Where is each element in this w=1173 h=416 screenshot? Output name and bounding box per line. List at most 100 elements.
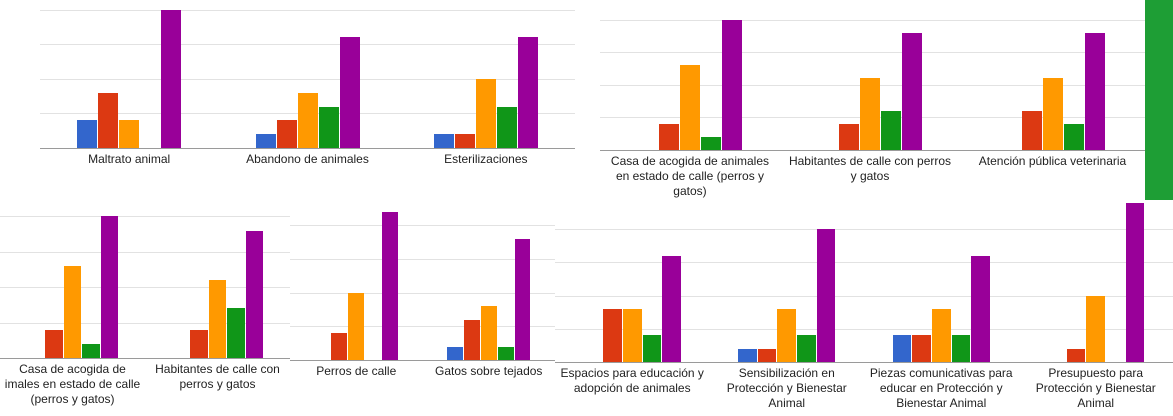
bar — [642, 335, 662, 362]
bar — [912, 335, 931, 362]
grid-line — [555, 362, 1173, 363]
grid-line — [40, 44, 575, 46]
bar — [839, 123, 859, 150]
bar — [318, 106, 339, 148]
bar — [98, 92, 119, 148]
bar — [348, 292, 365, 360]
bar — [245, 230, 263, 358]
bar — [463, 319, 480, 360]
bar — [680, 65, 700, 150]
bar — [622, 308, 642, 362]
grid-line — [40, 148, 575, 149]
bar — [255, 134, 276, 148]
x-tick-label: Sensibilización en Protección y Bienesta… — [726, 366, 847, 410]
grid-line — [555, 328, 1173, 330]
bar — [738, 348, 757, 362]
bar — [951, 335, 971, 362]
bar — [63, 265, 82, 358]
bar — [777, 308, 796, 362]
bar — [931, 308, 951, 362]
bar — [517, 37, 538, 148]
bar — [119, 120, 140, 148]
bar — [100, 216, 118, 358]
grid-line — [600, 19, 960, 21]
grid-line — [600, 117, 960, 119]
bar — [433, 134, 454, 148]
bar — [497, 346, 514, 360]
grid-line — [960, 150, 1145, 151]
chart-panel: Maltrato animal Abandono de animales Ester… — [40, 0, 575, 175]
bar — [514, 238, 531, 360]
x-tick-label: Espacios para educación y adopción de an… — [560, 366, 704, 395]
bar — [331, 333, 348, 360]
bar — [161, 9, 182, 148]
bar — [190, 329, 208, 358]
grid-line — [40, 78, 575, 80]
grid-line — [290, 326, 555, 328]
bar — [339, 37, 360, 148]
x-tick-label: Gatos sobre tejados — [435, 364, 543, 378]
x-tick-label: Casa de acogida de animales en estado de… — [610, 154, 770, 198]
grid-line — [555, 229, 1173, 231]
grid-line — [0, 216, 290, 218]
x-tick-label: Habitantes de calle con perros y gatos — [788, 154, 952, 183]
x-tick-label: Habitantes de calle con perros y gatos — [155, 362, 280, 391]
grid-line — [0, 322, 290, 324]
bar — [860, 78, 880, 150]
bar — [480, 306, 497, 360]
x-tick-label: Perros de calle — [316, 364, 397, 378]
bar — [1042, 78, 1063, 150]
x-tick-label: Abandono de animales — [246, 152, 369, 166]
bar — [454, 134, 475, 148]
bar — [797, 335, 816, 362]
bar — [722, 19, 742, 150]
grid-line — [960, 19, 1145, 21]
bar — [45, 329, 63, 358]
bar — [77, 120, 98, 148]
grid-line — [0, 287, 290, 289]
bar — [1086, 295, 1105, 362]
bar — [701, 136, 721, 150]
grid-line — [600, 84, 960, 86]
x-tick-label: Piezas comunicativas para educar en Prot… — [869, 366, 1013, 410]
grid-line — [40, 9, 575, 11]
bar — [475, 78, 496, 148]
bar — [1021, 110, 1042, 150]
chart-panel: Atención pública veterinaria — [960, 0, 1145, 178]
grid-line — [290, 258, 555, 260]
bar — [496, 106, 517, 148]
bar — [816, 229, 836, 362]
bar — [276, 120, 297, 148]
x-tick-label: Casa de acogida de imales en estado de c… — [4, 362, 141, 406]
bar — [82, 343, 100, 358]
bar — [382, 211, 398, 360]
bar — [297, 92, 318, 148]
chart-panel: Casa de acogida de imales en estado de c… — [0, 205, 290, 416]
bar — [659, 123, 679, 150]
bar — [447, 346, 463, 360]
grid-line — [960, 52, 1145, 54]
grid-line — [555, 262, 1173, 264]
bar — [881, 110, 901, 150]
bar — [1063, 123, 1084, 150]
bar — [662, 255, 681, 362]
bar — [1066, 348, 1086, 362]
chart-panel: Espacios para educación y adopción de an… — [555, 200, 1173, 414]
grid-line — [0, 358, 290, 359]
bar — [208, 280, 227, 358]
bar — [892, 335, 912, 362]
bar — [603, 308, 622, 362]
x-tick-label: Esterilizaciones — [444, 152, 528, 166]
bar — [1125, 202, 1145, 362]
grid-line — [600, 52, 960, 54]
bar — [227, 308, 245, 358]
chart-panel: Perros de calle Gatos sobre tejados — [290, 205, 555, 400]
grid-line — [290, 225, 555, 227]
bar — [902, 32, 922, 150]
bar — [757, 348, 777, 362]
green-block — [1145, 0, 1173, 200]
bar — [1084, 32, 1105, 150]
grid-line — [290, 292, 555, 294]
grid-line — [600, 150, 960, 151]
grid-line — [290, 360, 555, 361]
